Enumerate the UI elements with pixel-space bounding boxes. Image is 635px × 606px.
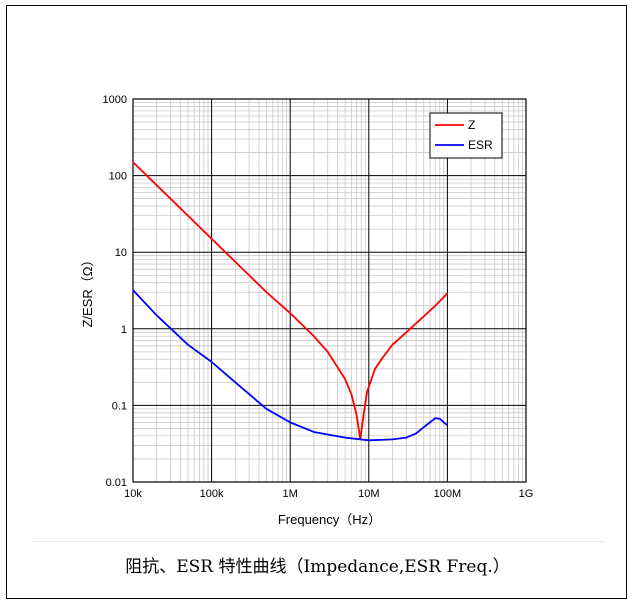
y-tick-label: 1 <box>121 324 127 336</box>
figure-frame <box>6 5 627 599</box>
figure-caption: 阻抗、ESR 特性曲线（Impedance,ESR Freq.） <box>125 557 510 577</box>
y-axis-title: Z/ESR（Ω） <box>80 253 95 327</box>
legend-label-esr: ESR <box>468 138 493 152</box>
y-tick-label: 100 <box>109 171 127 183</box>
x-tick-labels: 10k 100k 1M 10M 100M 1G <box>124 488 533 500</box>
y-tick-label: 0.01 <box>106 477 127 489</box>
y-tick-label: 0.1 <box>112 400 127 412</box>
x-tick-label: 1M <box>283 488 298 500</box>
series-line-esr <box>132 289 448 442</box>
legend-box <box>429 112 503 159</box>
impedance-chart: 0.01 0.1 1 10 100 1000 10k 100k 1M 10M 100M 1G Z ES… <box>80 94 533 527</box>
minor-gridlines <box>133 99 526 482</box>
x-tick-label: 10k <box>124 488 142 500</box>
y-tick-label: 10 <box>115 247 127 259</box>
x-tick-label: 1G <box>519 488 534 500</box>
y-tick-labels: 0.01 0.1 1 10 100 1000 <box>103 94 127 489</box>
x-axis-title: Frequency（Hz） <box>278 512 381 527</box>
caption-divider <box>33 541 605 542</box>
x-tick-label: 10M <box>358 488 379 500</box>
x-tick-label: 100M <box>434 488 462 500</box>
legend: Z ESR <box>429 112 503 159</box>
legend-label-z: Z <box>468 118 475 132</box>
x-tick-label: 100k <box>200 488 224 500</box>
y-tick-label: 1000 <box>103 94 127 106</box>
series-line-z <box>132 161 449 441</box>
series-lines <box>132 161 449 442</box>
